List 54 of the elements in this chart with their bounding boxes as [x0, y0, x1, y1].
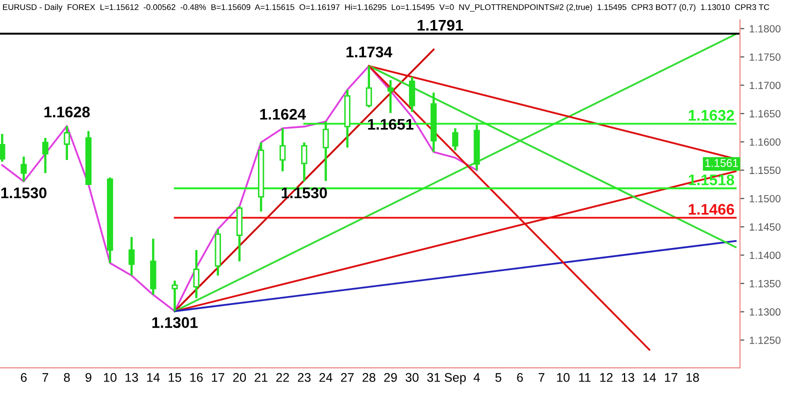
x-tick-label: 10 — [104, 373, 116, 382]
x-tick-label: 10 — [557, 373, 570, 382]
x-tick-label: 14 — [643, 373, 656, 382]
x-tick-label: 21 — [254, 373, 268, 382]
chart-title: EURUSD - Daily FOREX L=1.15612 -0.00562 -0.48% B=1.15609 A=1.15615 O=1.16197 Hi=1.16295 Lo=1.15495 V=0 NV_PLOTTRENDPOINTS#2 (2,true) 1.15495 CPR3 BOT7 (0,7) 1.13010 CPR3 TC — [3, 4, 770, 12]
x-tick-label: 13 — [126, 373, 138, 382]
x-tick-label: 6 — [20, 373, 27, 382]
x-tick-label: 17 — [664, 373, 678, 382]
y-tick-label: 1.1450 — [750, 223, 780, 231]
x-tick-label: 18 — [686, 373, 699, 382]
y-tick-label: 1.1750 — [750, 53, 780, 61]
annotation: 1.1734 — [346, 46, 392, 58]
x-tick-label: 15 — [168, 373, 182, 382]
y-tick-label: 1.1800 — [750, 25, 780, 32]
x-tick-label: 30 — [406, 373, 419, 382]
x-tick-label: 13 — [622, 373, 634, 382]
x-tick-label: 5 — [495, 373, 502, 382]
x-tick-label: 16 — [190, 373, 203, 382]
annotation: 1.1301 — [152, 317, 198, 328]
y-tick-label: 1.1350 — [750, 280, 780, 288]
x-tick-label: 22 — [276, 373, 289, 382]
x-tick-label: 4 — [474, 373, 480, 382]
annotation: 1.1624 — [260, 108, 306, 120]
x-tick-label: 12 — [600, 373, 613, 382]
x-tick-label: Sep — [444, 373, 466, 384]
x-tick-label: 23 — [298, 373, 311, 382]
y-tick-label: 1.1300 — [750, 308, 780, 316]
annotation: 1.1530 — [1, 187, 46, 198]
x-tick-label: 31 — [427, 373, 440, 382]
annotation: 1.1561 — [705, 159, 738, 167]
x-tick-label: 8 — [64, 373, 70, 382]
y-tick-label: 1.1250 — [750, 336, 780, 344]
x-tick-label: 7 — [42, 373, 48, 382]
x-tick-label: 14 — [147, 373, 160, 382]
y-tick-label: 1.1500 — [750, 194, 780, 202]
x-tick-label: 6 — [517, 373, 523, 382]
x-tick-label: 9 — [86, 373, 92, 382]
series-label: 1.1632 — [688, 110, 734, 121]
x-tick-label: 24 — [319, 373, 332, 382]
y-tick-label: 1.1650 — [750, 110, 780, 118]
y-tick-label: 1.1700 — [750, 82, 780, 90]
y-tick-label: 1.1400 — [750, 252, 780, 260]
x-tick-label: 20 — [233, 373, 246, 382]
x-tick-label: 27 — [341, 373, 354, 382]
x-tick-label: 17 — [212, 373, 224, 382]
series-label: 1.1466 — [688, 204, 734, 215]
x-tick-label: 7 — [538, 373, 544, 382]
x-tick-label: 29 — [384, 373, 397, 382]
ref-line-label: 1.1791 — [418, 20, 464, 31]
y-tick-label: 1.1600 — [750, 138, 780, 146]
annotation: 1.1628 — [44, 106, 90, 118]
x-tick-label: 28 — [362, 373, 376, 382]
y-tick-label: 1.1550 — [750, 166, 780, 174]
x-tick-label: 11 — [579, 373, 591, 382]
